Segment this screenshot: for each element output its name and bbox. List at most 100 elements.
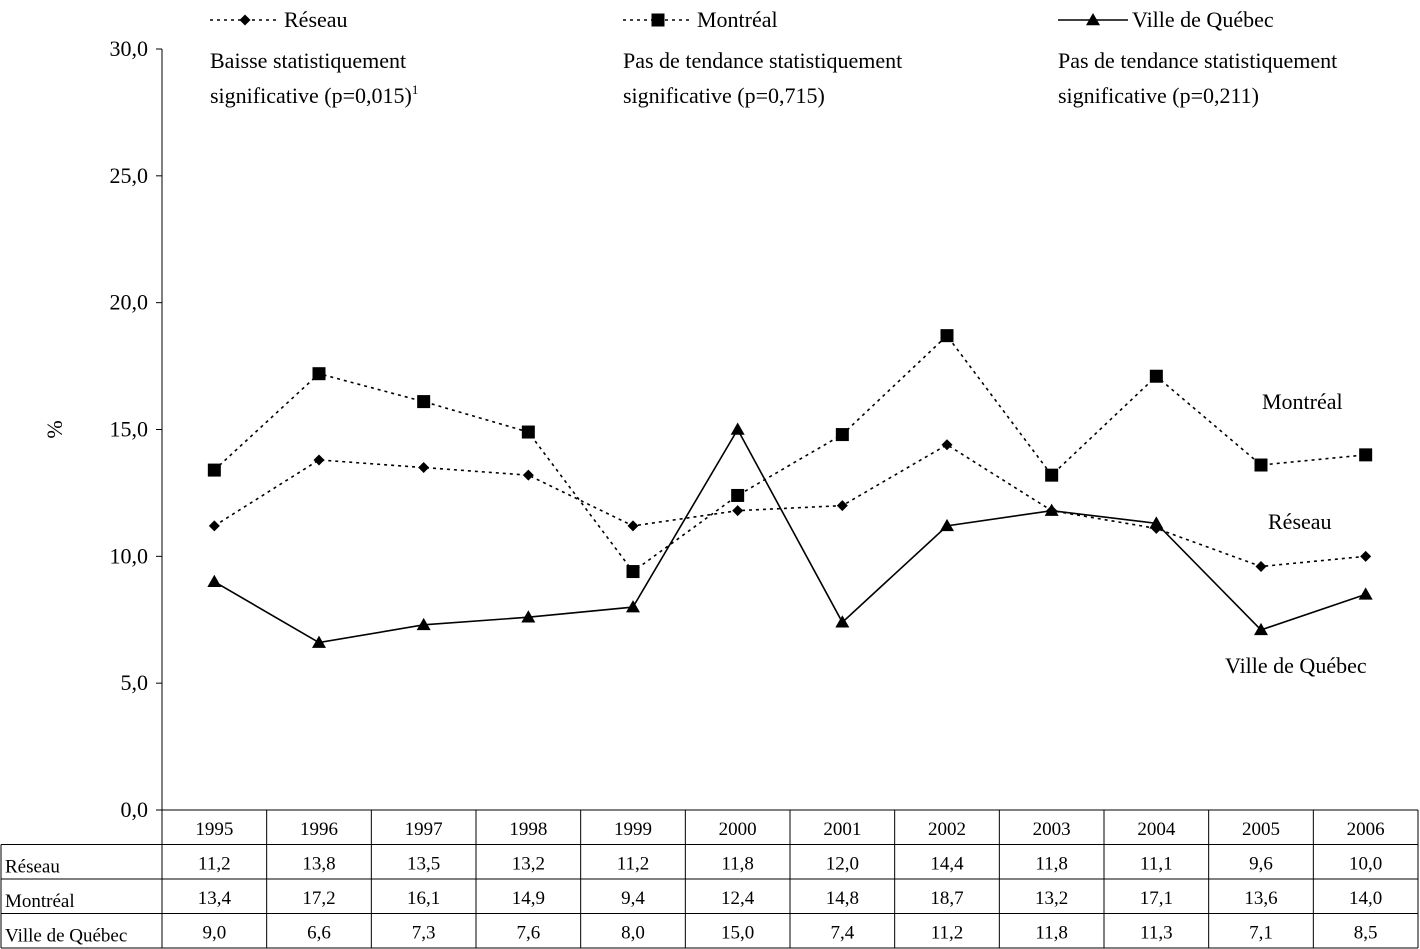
table-cell: 7,6: [516, 923, 540, 944]
legend-marker: [239, 14, 251, 26]
table-cell: 7,4: [830, 923, 854, 944]
y-tick-label: 30,0: [110, 36, 149, 61]
data-point: [835, 615, 850, 628]
table-cell: 11,2: [931, 923, 964, 944]
data-point: [522, 469, 534, 481]
x-tick-label: 1995: [195, 819, 233, 840]
table-cell: 11,8: [1035, 854, 1068, 875]
table-row-label: Réseau: [5, 857, 60, 878]
x-tick-label: 2001: [823, 819, 861, 840]
table-cell: 13,8: [302, 854, 335, 875]
legend-label: Réseau: [284, 7, 348, 32]
x-tick-label: 2000: [719, 819, 757, 840]
table-cell: 9,0: [202, 923, 226, 944]
table-cell: 7,1: [1249, 923, 1273, 944]
data-point: [1360, 550, 1372, 562]
x-tick-label: 2004: [1137, 819, 1176, 840]
table-cell: 6,6: [307, 923, 331, 944]
data-point: [941, 439, 953, 451]
data-point: [207, 574, 222, 587]
trend-annotation: Pas de tendance statistiquement: [623, 48, 902, 73]
table-cell: 14,8: [826, 888, 859, 909]
trend-annotation: Pas de tendance statistiquement: [1058, 48, 1337, 73]
table-cell: 14,0: [1349, 888, 1382, 909]
table-row-label: Montréal: [5, 891, 75, 912]
y-tick-label: 10,0: [110, 543, 149, 568]
data-point: [1254, 622, 1268, 636]
x-tick-label: 2005: [1242, 819, 1280, 840]
x-tick-label: 1996: [300, 819, 338, 840]
series-line-1: [213, 443, 1366, 568]
table-cell: 14,9: [512, 888, 545, 909]
y-tick-label: 20,0: [110, 290, 149, 315]
series-line-2: [213, 334, 1366, 573]
y-tick-label: 5,0: [121, 670, 149, 695]
legend-marker: [651, 13, 665, 27]
series-line-3: [213, 427, 1366, 644]
data-point: [1045, 468, 1059, 482]
table-cell: 13,6: [1244, 888, 1277, 909]
table-cell: 11,8: [721, 854, 754, 875]
table-cell: 13,4: [198, 888, 232, 909]
series-end-label: Montréal: [1262, 389, 1343, 414]
trend-annotation: significative (p=0,211): [1058, 83, 1259, 108]
data-point: [1358, 587, 1373, 600]
data-point: [732, 505, 744, 517]
y-tick-label: 25,0: [110, 163, 149, 188]
data-point: [207, 463, 221, 477]
table-cell: 17,2: [302, 888, 335, 909]
data-point: [521, 425, 535, 439]
x-tick-label: 1998: [509, 819, 547, 840]
y-tick-label: 15,0: [110, 417, 149, 442]
table-cell: 8,5: [1354, 923, 1378, 944]
data-point: [627, 520, 639, 532]
data-point: [521, 610, 536, 623]
data-point: [1254, 458, 1268, 472]
data-point: [1149, 516, 1164, 529]
data-point: [940, 518, 954, 532]
data-point: [731, 488, 745, 502]
x-tick-label: 2002: [928, 819, 966, 840]
table-cell: 10,0: [1349, 854, 1382, 875]
data-point: [940, 329, 954, 343]
table-cell: 9,4: [621, 888, 645, 909]
data-point: [626, 600, 640, 613]
y-tick-label: 0,0: [121, 797, 149, 822]
table-cell: 11,2: [198, 854, 231, 875]
data-point: [418, 462, 430, 474]
table-cell: 7,3: [412, 923, 436, 944]
table-cell: 11,1: [1140, 854, 1173, 875]
table-cell: 12,4: [721, 888, 755, 909]
table-cell: 11,8: [1035, 923, 1068, 944]
x-tick-label: 1999: [614, 819, 652, 840]
table-row-label: Ville de Québec: [5, 926, 127, 947]
table-cell: 14,4: [930, 854, 964, 875]
table-cell: 11,2: [617, 854, 650, 875]
data-point: [626, 565, 640, 579]
table-cell: 13,5: [407, 854, 440, 875]
footnote-marker: 1: [412, 82, 419, 97]
data-point: [730, 422, 745, 435]
data-point: [313, 454, 325, 466]
table-cell: 13,2: [1035, 888, 1068, 909]
data-point: [1359, 448, 1373, 462]
data-point: [312, 635, 326, 648]
trend-annotation: significative (p=0,015)1: [210, 82, 418, 108]
table-cell: 9,6: [1249, 854, 1273, 875]
series-end-label: Ville de Québec: [1225, 653, 1367, 678]
table-cell: 15,0: [721, 923, 754, 944]
table-cell: 18,7: [930, 888, 963, 909]
legend-label: Montréal: [697, 7, 778, 32]
data-point: [208, 520, 220, 532]
table-cell: 8,0: [621, 923, 645, 944]
trend-annotation: Baisse statistiquement: [210, 48, 406, 73]
data-point: [416, 617, 431, 631]
data-point: [1255, 560, 1267, 572]
data-point: [312, 367, 326, 381]
data-point: [417, 395, 431, 409]
data-point: [835, 428, 849, 442]
table-cell: 11,3: [1140, 923, 1173, 944]
table-cell: 16,1: [407, 888, 440, 909]
legend-marker: [1086, 13, 1100, 26]
